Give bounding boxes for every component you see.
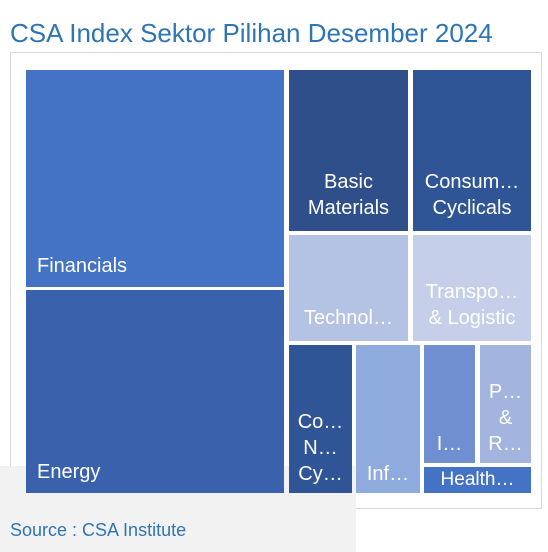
treemap-cell-label: Health… [440,469,515,491]
treemap-cell: I… [424,345,475,463]
treemap-cell-label: Transpo… & Logistic [425,281,519,329]
source-note: Source : CSA Institute [10,520,187,540]
treemap-cell-label: Consum… Cyclicals [424,171,520,219]
treemap-cell-label: Co… N… Cy… [297,411,344,485]
treemap-cell: Health… [424,467,531,493]
treemap-cell-label: Inf… [366,463,410,485]
treemap-cell: Co… N… Cy… [289,345,352,493]
treemap-cell: P… & R… [480,345,531,463]
treemap-cell: Financials [26,70,284,287]
treemap-cell: Technol… [289,235,408,341]
treemap-cell-label: I… [436,433,463,455]
treemap-cell: Energy [26,290,284,493]
treemap-cell: Inf… [356,345,420,493]
treemap-cell-label: Financials [37,255,128,277]
treemap-cell-label: Energy [37,461,101,483]
treemap-cell: Transpo… & Logistic [413,235,531,341]
treemap-cell: Consum… Cyclicals [413,70,531,231]
treemap-cell-label: Basic Materials [307,171,390,219]
treemap-cell-label: P… & R… [488,381,523,455]
treemap-cell-label: Technol… [304,307,393,329]
treemap-cell: Basic Materials [289,70,408,231]
chart-title: CSA Index Sektor Pilihan Desember 2024 [10,18,493,48]
